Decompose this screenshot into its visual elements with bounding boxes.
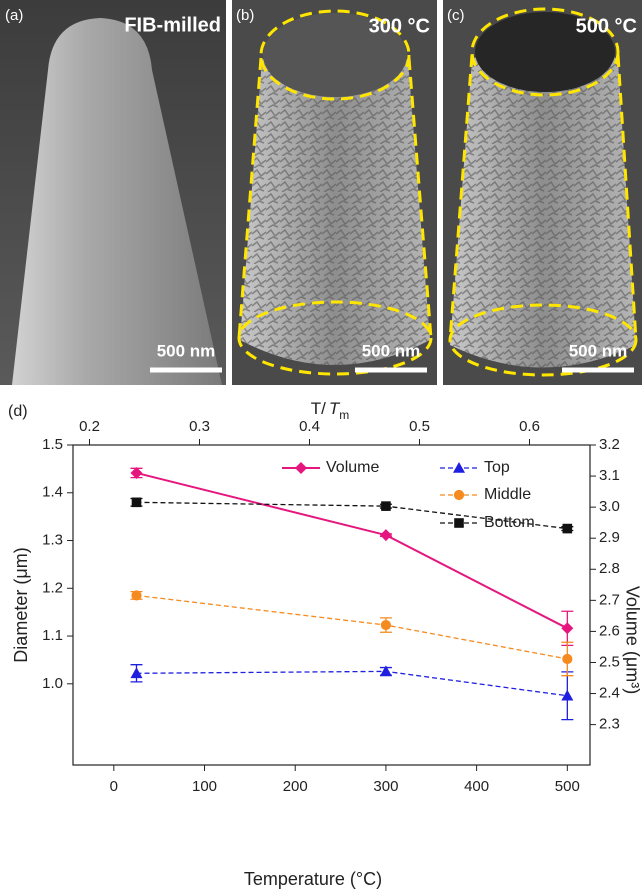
y-tick-label: 1.4 (42, 484, 63, 501)
y2-tick-label: 3.2 (599, 436, 620, 453)
y2-tick-label: 2.3 (599, 716, 620, 733)
panel-caption: 500 °C (576, 15, 637, 37)
x-tick-label: 0 (110, 778, 118, 795)
x-tick-label: 200 (283, 778, 308, 795)
x2-label-part: m (339, 408, 349, 422)
x-tick-label: 100 (192, 778, 217, 795)
x-axis-label: Temperature (°C) (244, 869, 382, 889)
legend-label: Middle (484, 486, 531, 503)
figure: (a) FIB-milled 500 nm (b) 300 °C 500 nm … (0, 0, 642, 892)
series-line (136, 671, 567, 695)
panel-label: (c) (447, 7, 465, 24)
x2-label-part: T/ (311, 399, 326, 418)
y2-tick-label: 3.0 (599, 498, 620, 515)
y2-tick-label: 2.4 (599, 685, 620, 702)
x2-tick-label: 0.3 (189, 418, 210, 435)
y-tick-label: 1.1 (42, 627, 63, 644)
legend-label: Volume (326, 459, 379, 476)
x2-tick-label: 0.5 (409, 418, 430, 435)
legend-marker (453, 462, 465, 473)
panel-label: (d) (8, 403, 28, 420)
y-axis-label: Diameter (μm) (11, 547, 31, 662)
marker (380, 529, 392, 541)
y2-tick-label: 2.5 (599, 653, 620, 670)
y-tick-label: 1.3 (42, 531, 63, 548)
scale-label: 500 nm (157, 341, 216, 360)
marker (381, 501, 391, 511)
x2-tick-label: 0.2 (79, 418, 100, 435)
legend-marker (295, 462, 307, 474)
y2-tick-label: 2.8 (599, 560, 620, 577)
y2-tick-label: 3.1 (599, 467, 620, 484)
panel-caption: 300 °C (369, 15, 430, 37)
scale-label: 500 nm (569, 341, 628, 360)
marker (563, 524, 573, 534)
panel-b: (b) 300 °C 500 nm (232, 0, 437, 385)
panel-c: (c) 500 °C 500 nm (443, 0, 642, 385)
page: (a) FIB-milled 500 nm (b) 300 °C 500 nm … (0, 0, 642, 892)
y2-tick-label: 2.6 (599, 622, 620, 639)
panel-label: (b) (236, 7, 254, 24)
marker (381, 620, 391, 630)
x2-tick-label: 0.4 (299, 418, 320, 435)
y-tick-label: 1.0 (42, 675, 63, 692)
marker (131, 590, 141, 600)
y-tick-label: 1.2 (42, 579, 63, 596)
x2-tick-label: 0.6 (519, 418, 540, 435)
y-tick-label: 1.5 (42, 436, 63, 453)
x-tick-label: 300 (373, 778, 398, 795)
marker (561, 622, 573, 634)
marker (132, 498, 142, 508)
legend-marker (454, 490, 464, 500)
panel-a: (a) FIB-milled 500 nm (0, 0, 226, 385)
series-line (136, 595, 567, 659)
y2-tick-label: 2.9 (599, 529, 620, 546)
x-tick-label: 500 (555, 778, 580, 795)
panel-caption: FIB-milled (124, 14, 221, 36)
scale-label: 500 nm (362, 341, 421, 360)
legend-label: Bottom (484, 514, 535, 531)
y2-tick-label: 2.7 (599, 591, 620, 608)
marker (562, 654, 572, 664)
x-tick-label: 400 (464, 778, 489, 795)
y2-axis-label: Volume (μm³) (622, 586, 642, 694)
panel-label: (a) (5, 7, 23, 24)
legend-label: Top (484, 459, 510, 476)
legend-marker (454, 518, 464, 528)
